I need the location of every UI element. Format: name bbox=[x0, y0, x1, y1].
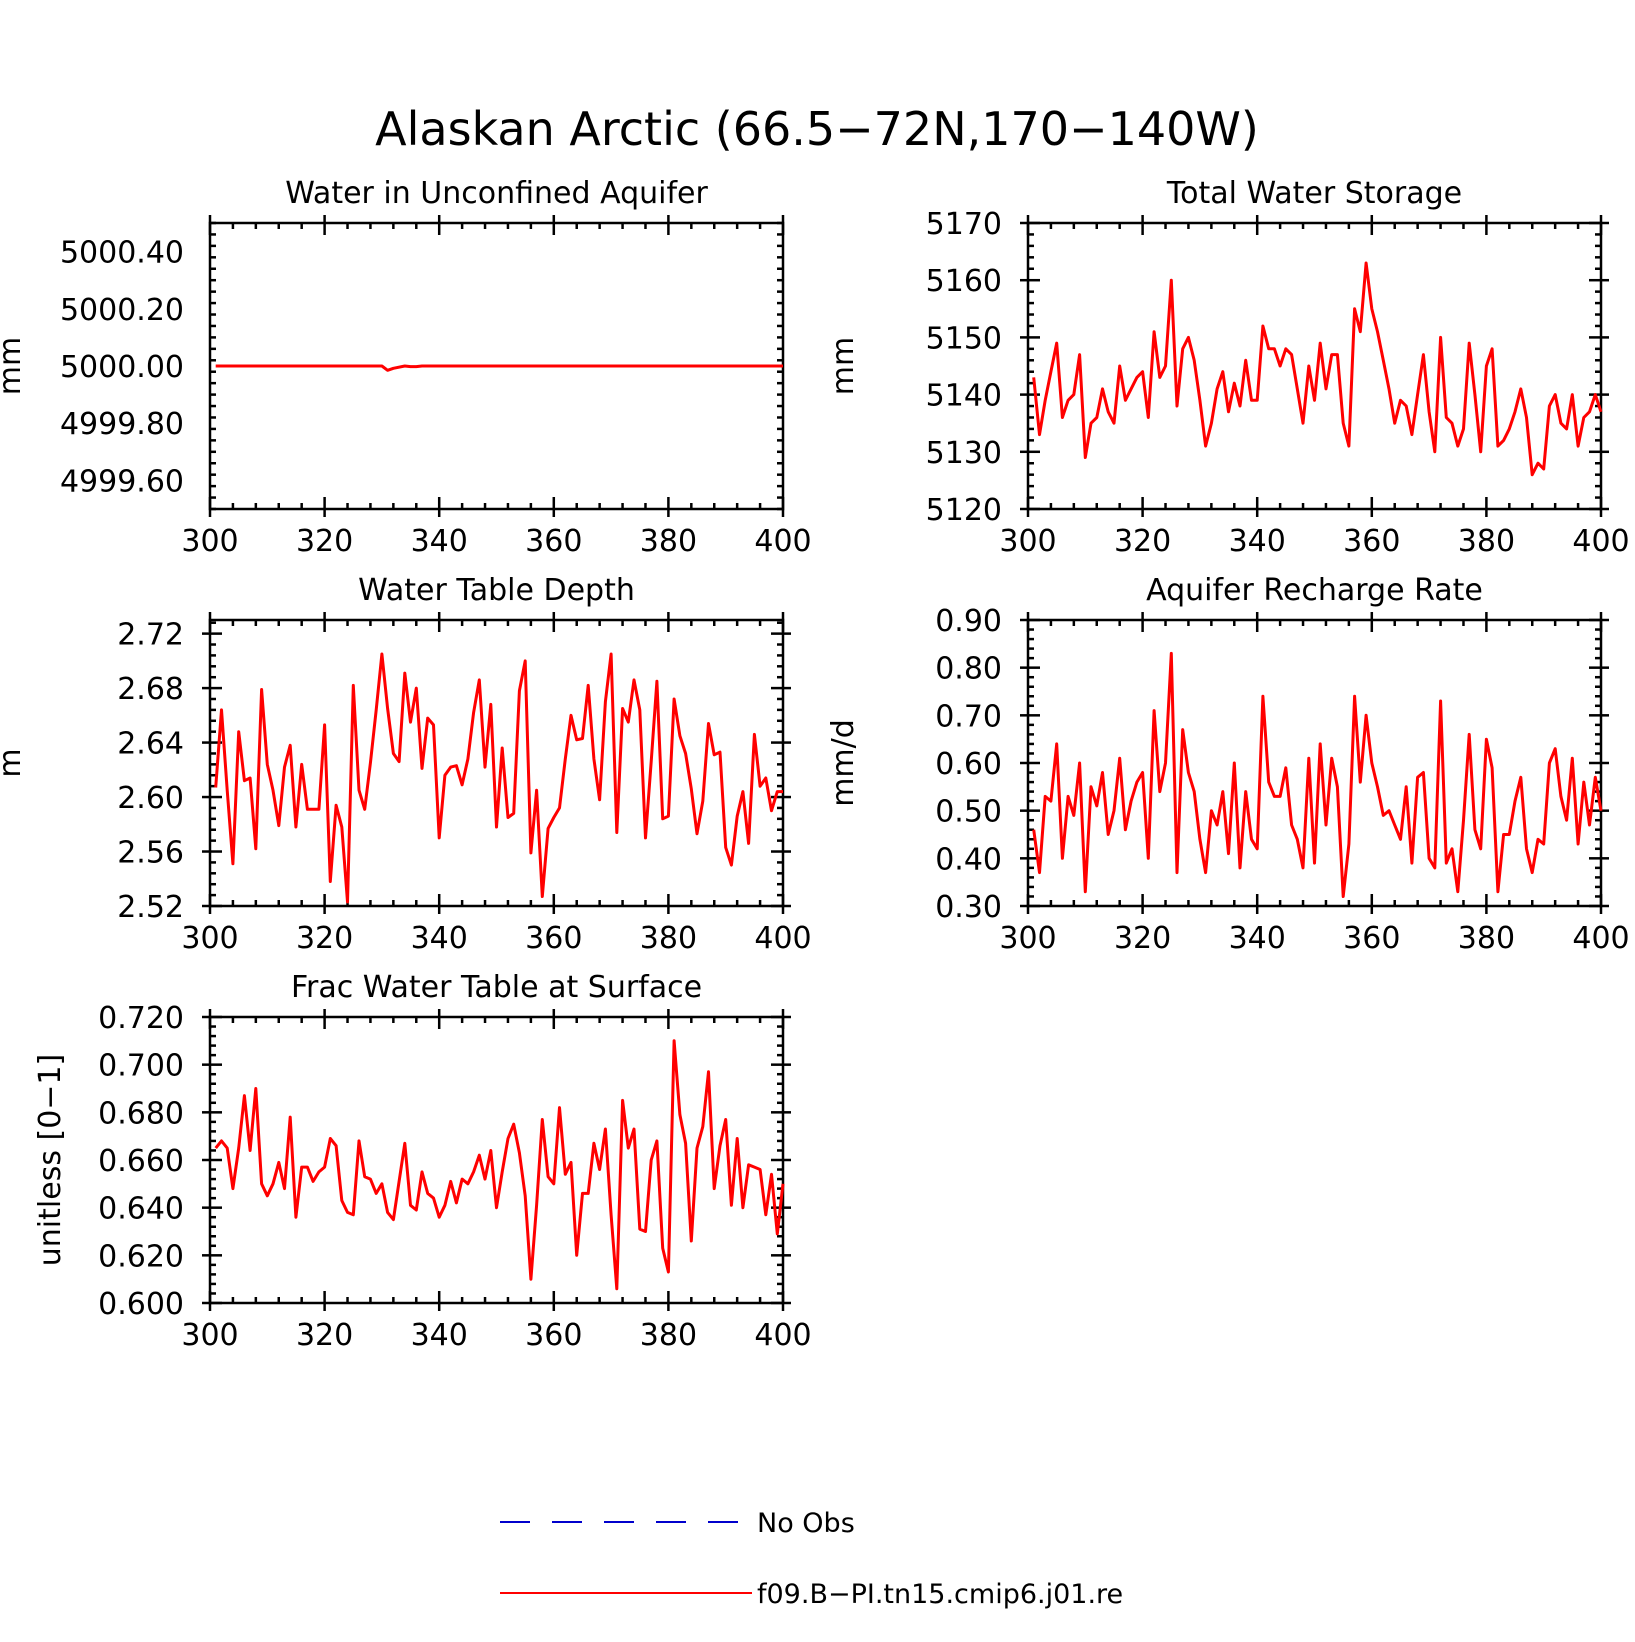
x-tick-label: 300 bbox=[181, 1318, 238, 1353]
x-tick-label: 360 bbox=[525, 921, 582, 956]
panel-4: 300 320 340 360 380 400 0.30 0.40 0.50 0.60 0.70 0.… bbox=[826, 573, 1630, 956]
y-tick-label: 2.52 bbox=[117, 890, 184, 925]
y-tick-label: 0.90 bbox=[935, 604, 1002, 639]
x-tick-label: 380 bbox=[1458, 524, 1515, 559]
y-ticks bbox=[202, 621, 791, 908]
x-tick-label: 340 bbox=[1229, 921, 1286, 956]
legend-obs-label: No Obs bbox=[757, 1508, 855, 1539]
x-tick-label: 340 bbox=[411, 921, 468, 956]
y-axis-label: mm bbox=[0, 337, 28, 395]
x-ticks bbox=[208, 612, 785, 914]
panel-2: 300 320 340 360 380 400 5120 5130 5140 5150 5160 51… bbox=[826, 176, 1630, 559]
x-tick-label: 400 bbox=[754, 1318, 811, 1353]
panel-title: Water Table Depth bbox=[358, 573, 635, 608]
y-tick-label: 0.600 bbox=[98, 1287, 184, 1322]
y-tick-label: 0.660 bbox=[98, 1144, 184, 1179]
y-tick-label: 2.60 bbox=[117, 781, 184, 816]
y-tick-label: 5150 bbox=[926, 321, 1002, 356]
y-axis-label: mm bbox=[826, 337, 861, 395]
panel-title: Water in Unconfined Aquifer bbox=[285, 176, 708, 211]
x-tick-label: 340 bbox=[411, 1318, 468, 1353]
y-tick-label: 5140 bbox=[926, 379, 1002, 414]
panel-title: Aquifer Recharge Rate bbox=[1146, 573, 1483, 608]
x-tick-label: 380 bbox=[640, 921, 697, 956]
series-line bbox=[214, 1039, 785, 1291]
y-ticks bbox=[202, 1015, 791, 1305]
series-line bbox=[215, 364, 783, 372]
y-tick-label: 0.80 bbox=[935, 652, 1002, 687]
y-axis-label: unitless [0−1] bbox=[33, 1054, 68, 1266]
panel-5: 300 320 340 360 380 400 0.600 0.620 0.640 0.660 0.… bbox=[33, 970, 812, 1353]
x-tick-label: 380 bbox=[640, 1318, 697, 1353]
x-tick-label: 340 bbox=[411, 524, 468, 559]
x-tick-label: 300 bbox=[999, 524, 1056, 559]
series-line bbox=[214, 652, 783, 904]
x-tick-label: 400 bbox=[1572, 524, 1629, 559]
y-tick-label: 0.720 bbox=[98, 1001, 184, 1036]
x-tick-label: 300 bbox=[181, 524, 238, 559]
y-ticks bbox=[1020, 221, 1609, 511]
y-tick-label: 0.60 bbox=[935, 747, 1002, 782]
y-tick-label: 0.70 bbox=[935, 699, 1002, 734]
y-tick-label: 0.620 bbox=[98, 1239, 184, 1274]
y-tick-label: 5160 bbox=[926, 264, 1002, 299]
x-tick-label: 340 bbox=[1229, 524, 1286, 559]
y-tick-label: 0.640 bbox=[98, 1192, 184, 1227]
y-tick-label: 0.680 bbox=[98, 1096, 184, 1131]
x-tick-label: 360 bbox=[1343, 921, 1400, 956]
y-tick-label: 2.68 bbox=[117, 672, 184, 707]
panel-1: 300 320 340 360 380 400 4999.60 4999.80 5000.00 5… bbox=[0, 176, 812, 559]
y-tick-label: 2.64 bbox=[117, 727, 184, 762]
panel-title: Frac Water Table at Surface bbox=[291, 970, 702, 1005]
plot-frame bbox=[208, 618, 785, 908]
y-tick-label: 5170 bbox=[926, 207, 1002, 242]
plot-frame bbox=[1026, 221, 1603, 511]
y-tick-label: 0.40 bbox=[935, 842, 1002, 877]
y-tick-label: 0.50 bbox=[935, 795, 1002, 830]
y-tick-label: 5000.00 bbox=[60, 350, 184, 385]
y-axis-label: m bbox=[0, 748, 28, 777]
y-axis-label: mm/d bbox=[826, 719, 861, 807]
x-tick-label: 320 bbox=[296, 1318, 353, 1353]
x-tick-label: 300 bbox=[181, 921, 238, 956]
x-ticks bbox=[1026, 215, 1603, 517]
y-tick-label: 4999.60 bbox=[60, 464, 184, 499]
y-tick-label: 5000.20 bbox=[60, 293, 184, 328]
y-tick-label: 5120 bbox=[926, 493, 1002, 528]
x-tick-label: 400 bbox=[754, 524, 811, 559]
y-tick-label: 2.56 bbox=[117, 836, 184, 871]
x-tick-label: 320 bbox=[1114, 524, 1171, 559]
series-line bbox=[1032, 261, 1603, 477]
y-ticks bbox=[210, 221, 783, 511]
panel-3: 300 320 340 360 380 400 2.52 2.56 2.60 2.64 2.68 2.… bbox=[0, 573, 812, 956]
chart-panels: 300 320 340 360 380 400 4999.60 4999.80 5000.00 5… bbox=[0, 176, 1630, 1353]
x-tick-label: 400 bbox=[754, 921, 811, 956]
y-tick-label: 2.72 bbox=[117, 618, 184, 653]
x-tick-label: 300 bbox=[999, 921, 1056, 956]
main-title: Alaskan Arctic (66.5−72N,170−140W) bbox=[375, 102, 1259, 156]
x-tick-label: 380 bbox=[640, 524, 697, 559]
x-ticks bbox=[1026, 612, 1603, 914]
y-tick-label: 0.30 bbox=[935, 890, 1002, 925]
y-tick-label: 5130 bbox=[926, 436, 1002, 471]
x-tick-label: 320 bbox=[296, 524, 353, 559]
x-tick-label: 360 bbox=[1343, 524, 1400, 559]
x-tick-label: 320 bbox=[1114, 921, 1171, 956]
series-line bbox=[1032, 651, 1603, 898]
legend: No Obs f09.B−PI.tn15.cmip6.j01.re bbox=[500, 1508, 1123, 1610]
y-tick-label: 0.700 bbox=[98, 1049, 184, 1084]
x-ticks bbox=[208, 215, 785, 517]
panel-title: Total Water Storage bbox=[1166, 176, 1462, 211]
y-tick-label: 4999.80 bbox=[60, 407, 184, 442]
x-tick-label: 380 bbox=[1458, 921, 1515, 956]
legend-model-label: f09.B−PI.tn15.cmip6.j01.re bbox=[757, 1579, 1123, 1610]
x-ticks bbox=[208, 1009, 785, 1311]
x-tick-label: 360 bbox=[525, 524, 582, 559]
x-tick-label: 400 bbox=[1572, 921, 1629, 956]
x-tick-label: 320 bbox=[296, 921, 353, 956]
x-tick-label: 360 bbox=[525, 1318, 582, 1353]
y-tick-label: 5000.40 bbox=[60, 236, 184, 271]
